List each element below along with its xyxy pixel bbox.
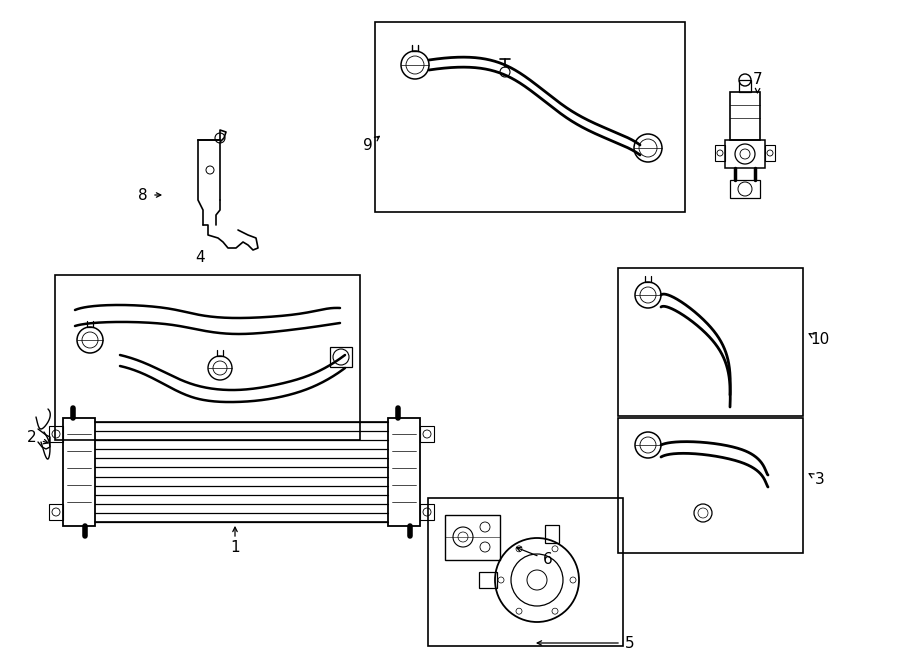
Bar: [739, 80, 751, 92]
Text: 5: 5: [626, 635, 634, 650]
Text: 7: 7: [753, 73, 763, 87]
Bar: [730, 92, 760, 140]
Bar: [49, 504, 63, 520]
Text: 1: 1: [230, 541, 239, 555]
Text: 6: 6: [543, 553, 553, 568]
Bar: [420, 426, 434, 442]
Bar: [715, 145, 725, 161]
Bar: [725, 140, 765, 168]
Bar: [428, 498, 623, 646]
Text: 3: 3: [815, 473, 825, 488]
Bar: [479, 572, 497, 588]
Text: 10: 10: [810, 332, 830, 348]
Bar: [445, 515, 500, 560]
Bar: [730, 180, 760, 198]
Bar: [545, 525, 559, 543]
Text: 9: 9: [363, 137, 373, 153]
Bar: [330, 347, 352, 367]
Bar: [618, 268, 803, 416]
Bar: [765, 145, 775, 161]
Bar: [420, 504, 434, 520]
Text: 2: 2: [27, 430, 37, 446]
Bar: [55, 275, 360, 440]
Bar: [618, 418, 803, 553]
Bar: [388, 418, 420, 526]
Text: 8: 8: [139, 188, 148, 202]
Bar: [49, 426, 63, 442]
Text: 4: 4: [195, 251, 205, 266]
Bar: [375, 22, 685, 212]
Bar: [63, 418, 95, 526]
